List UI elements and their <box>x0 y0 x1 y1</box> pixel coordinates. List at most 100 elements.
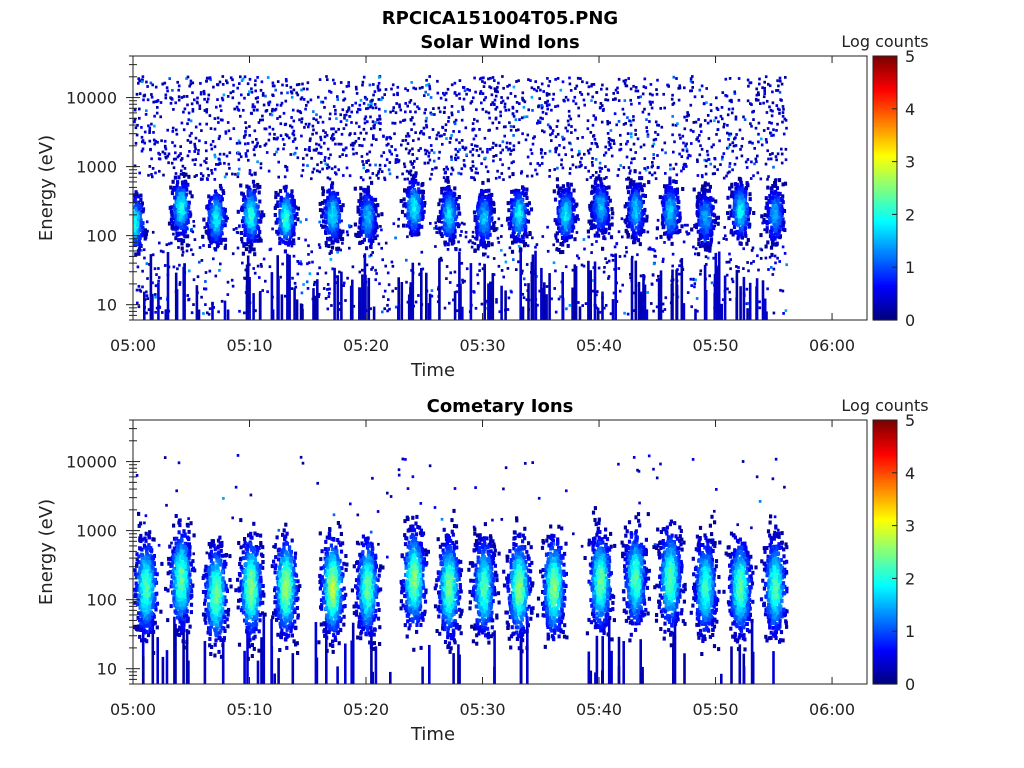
burst-cell <box>442 222 447 227</box>
burst-cell <box>320 200 325 205</box>
noise-cell <box>685 149 689 153</box>
noise-cell <box>375 173 379 177</box>
noise-cell <box>161 82 165 86</box>
noise-cell <box>586 149 590 153</box>
noise-cell <box>674 123 678 127</box>
noise-cell <box>618 255 622 258</box>
noise-cell <box>473 178 476 182</box>
noise-cell <box>229 137 232 141</box>
burst-cell <box>368 223 372 228</box>
burst-cell <box>290 199 294 204</box>
noise-cell <box>565 307 568 311</box>
noise-cell <box>177 84 181 88</box>
noise-cell <box>290 116 293 119</box>
noise-cell <box>199 178 203 181</box>
noise-cell <box>425 125 429 129</box>
noise-cell <box>616 174 620 177</box>
burst-cell <box>330 240 334 245</box>
noise-cell <box>338 155 342 158</box>
noise-cell <box>435 137 438 141</box>
noise-cell <box>564 126 568 130</box>
noise-cell <box>136 123 139 127</box>
noise-cell <box>477 154 481 157</box>
noise-cell <box>726 131 729 135</box>
burst-cell <box>141 230 145 235</box>
noise-cell <box>598 161 602 165</box>
noise-cell <box>347 81 350 84</box>
noise-cell <box>420 130 423 133</box>
burst-cell <box>252 226 256 231</box>
noise-cell <box>369 307 372 311</box>
noise-cell <box>672 75 676 79</box>
noise-cell <box>148 131 151 134</box>
noise-cell <box>367 103 370 107</box>
noise-cell <box>307 261 311 265</box>
noise-cell <box>304 238 307 242</box>
noise-cell <box>186 122 189 126</box>
noise-cell <box>237 101 241 105</box>
noise-cell <box>430 289 434 292</box>
noise-cell <box>697 118 700 121</box>
noise-cell <box>746 302 750 305</box>
noise-cell <box>689 128 693 132</box>
noise-cell <box>308 139 312 143</box>
noise-cell <box>267 103 271 107</box>
noise-cell <box>306 100 310 104</box>
burst-cell <box>213 210 217 215</box>
noise-cell <box>390 145 393 148</box>
noise-cell <box>641 92 645 96</box>
noise-cell <box>506 96 510 100</box>
burst-cell <box>334 223 338 228</box>
noise-cell <box>279 122 283 126</box>
noise-cell <box>748 141 751 144</box>
burst-cell <box>218 215 222 220</box>
noise-cell <box>209 78 212 82</box>
burst-cell <box>443 240 447 245</box>
noise-cell <box>299 111 303 115</box>
burst-cell <box>185 202 189 207</box>
noise-cell <box>391 121 394 125</box>
noise-cell <box>609 129 613 132</box>
noise-cell <box>141 75 145 79</box>
streak-cell <box>611 299 615 320</box>
noise-cell <box>646 133 650 137</box>
burst-cell <box>413 217 417 222</box>
noise-cell <box>496 85 499 89</box>
noise-cell <box>686 291 690 294</box>
noise-cell <box>494 176 498 180</box>
burst-cell <box>412 214 416 219</box>
noise-cell <box>193 142 196 146</box>
burst-cell <box>246 189 250 194</box>
noise-cell <box>489 76 492 80</box>
burst-cell <box>365 189 369 194</box>
burst-cell <box>254 234 258 239</box>
burst-cell <box>174 201 179 206</box>
noise-cell <box>295 91 298 95</box>
burst-cell <box>254 197 258 202</box>
noise-cell <box>585 81 589 85</box>
noise-cell <box>465 267 469 271</box>
noise-cell <box>622 79 626 83</box>
noise-cell <box>300 291 304 295</box>
noise-cell <box>437 131 440 135</box>
noise-cell <box>657 274 660 278</box>
noise-cell <box>337 127 340 131</box>
streak-cell <box>571 287 574 320</box>
burst-cell <box>339 208 344 213</box>
noise-cell <box>627 77 630 80</box>
noise-cell <box>358 144 361 147</box>
noise-cell <box>598 310 602 314</box>
burst-cell <box>447 197 451 201</box>
noise-cell <box>146 297 149 300</box>
noise-cell <box>347 106 351 110</box>
noise-cell <box>148 139 152 143</box>
burst-cell <box>138 235 142 240</box>
noise-cell <box>652 248 655 251</box>
noise-cell <box>650 282 654 286</box>
burst-cell <box>141 207 146 212</box>
noise-cell <box>375 138 378 141</box>
noise-cell <box>406 132 410 135</box>
noise-cell <box>154 284 158 288</box>
noise-cell <box>292 152 296 156</box>
noise-cell <box>391 83 395 87</box>
